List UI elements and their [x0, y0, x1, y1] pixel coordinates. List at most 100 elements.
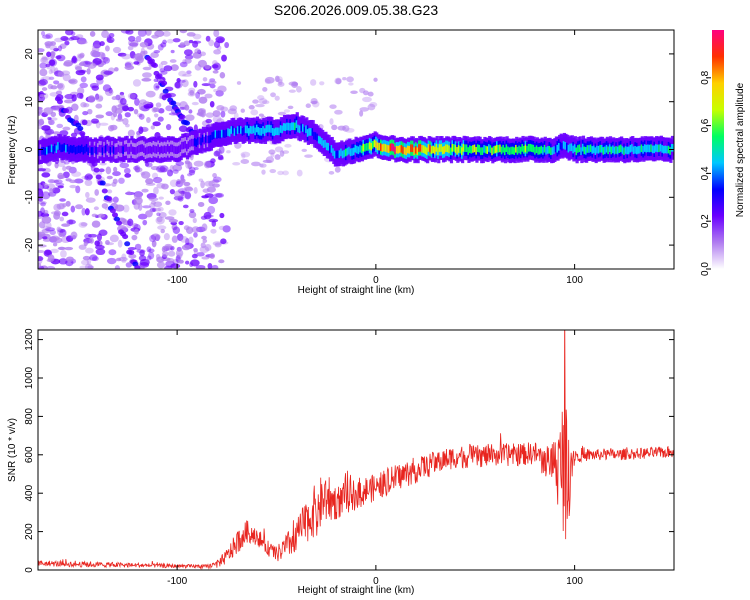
spectrogram-noise-blob	[157, 116, 164, 122]
spectrogram-noise-blob	[99, 122, 109, 126]
spectrogram-noise-blob	[212, 110, 221, 117]
snr-y-tick-label: 1000	[24, 366, 35, 389]
spectrogram-noise-blob	[60, 250, 67, 258]
spectrogram-noise-blob	[112, 46, 122, 54]
spectrogram-noise-blob	[66, 219, 76, 225]
spectrogram-noise-blob	[217, 85, 227, 93]
spectrogram-noise-blob	[259, 163, 267, 168]
spectrogram-track-blob	[116, 220, 123, 226]
spectrogram-noise-blob	[329, 118, 334, 125]
spectrogram-noise-blob	[367, 103, 376, 111]
spectrogram-noise-blob	[155, 253, 161, 260]
spectrogram-track-blob	[93, 167, 100, 173]
spectrogram-noise-blob	[277, 81, 285, 87]
spectrogram-noise-blob	[48, 69, 53, 75]
spectrogram-noise-blob	[50, 235, 60, 241]
spectrogram-noise-blob	[50, 50, 56, 57]
spectrogram-noise-blob	[55, 182, 65, 187]
spectrogram-noise-blob	[255, 103, 265, 108]
spectrogram-noise-blob	[203, 211, 212, 220]
spectrogram-noise-blob	[50, 65, 56, 74]
spectrogram-noise-blob	[213, 193, 223, 198]
spectrogram-noise-blob	[108, 32, 115, 38]
spectrogram-noise-blob	[64, 246, 74, 251]
spectrogram-noise-blob	[213, 150, 221, 157]
spectrogram-noise-blob	[162, 250, 169, 258]
spectrogram-noise-blob	[208, 80, 217, 85]
spectrogram-noise-blob	[159, 165, 169, 173]
spectrogram-noise-blob	[189, 208, 195, 213]
spectrogram-noise-blob	[52, 187, 61, 194]
spectrogram-track-blob	[111, 212, 118, 218]
spectrogram-noise-blob	[193, 232, 198, 238]
spectrogram-noise-blob	[207, 262, 213, 269]
spectrogram-noise-blob	[205, 112, 215, 118]
spectrogram-noise-blob	[77, 40, 83, 45]
spectrogram-noise-blob	[296, 169, 303, 177]
spectrogram-noise-blob	[95, 244, 105, 250]
spectrogram-noise-blob	[41, 55, 48, 63]
spectrogram-noise-blob	[157, 206, 164, 212]
spectrogram-noise-blob	[183, 49, 193, 56]
spectrogram-noise-blob	[38, 168, 47, 172]
spectrogram-noise-blob	[187, 173, 193, 177]
spectrogram-noise-blob	[80, 76, 87, 83]
spectrogram-noise-blob	[83, 241, 88, 247]
spectrogram-noise-blob	[43, 107, 54, 115]
spectrogram-noise-blob	[233, 112, 239, 119]
spectrogram-noise-blob	[334, 77, 342, 85]
spectrogram-noise-blob	[190, 259, 200, 267]
spectrogram-noise-blob	[97, 51, 105, 58]
spectrogram-noise-blob	[133, 196, 143, 205]
spectrogram-noise-blob	[186, 70, 192, 75]
spectrogram-noise-blob	[49, 188, 54, 196]
spectrogram-noise-blob	[259, 163, 264, 168]
spectrogram-noise-blob	[103, 70, 114, 75]
spectrogram-noise-blob	[178, 70, 187, 77]
spectrogram-noise-blob	[359, 110, 364, 117]
spectrogram-noise-blob	[167, 250, 176, 257]
spectrogram-noise-blob	[41, 87, 48, 91]
spectrogram-noise-blob	[139, 50, 146, 57]
spectrogram-noise-blob	[106, 257, 117, 265]
spectrogram-noise-blob	[344, 127, 355, 133]
spectrogram-y-tick-label: 10	[24, 96, 35, 108]
spectrogram-noise-blob	[45, 63, 51, 68]
spectrogram-noise-blob	[222, 225, 231, 233]
spectrogram-noise-blob	[208, 196, 219, 205]
spectrogram-noise-blob	[46, 265, 56, 269]
snr-y-tick-label: 200	[24, 523, 35, 540]
spectrogram-noise-blob	[84, 208, 90, 216]
spectrogram-noise-blob	[174, 81, 181, 89]
spectrogram-noise-blob	[131, 234, 138, 241]
spectrogram-noise-blob	[105, 242, 115, 246]
colorbar-tick-label: 0.8	[700, 70, 711, 84]
spectrogram-noise-blob	[193, 160, 204, 167]
spectrogram-noise-blob	[40, 57, 49, 64]
spectrogram-noise-blob	[39, 62, 47, 69]
spectrogram-noise-blob	[108, 249, 117, 256]
spectrogram-noise-blob	[204, 243, 212, 252]
snr-x-axis-label: Height of straight line (km)	[298, 585, 415, 596]
spectrogram-noise-blob	[348, 82, 354, 86]
spectrogram-noise-blob	[101, 203, 109, 209]
spectrogram-noise-blob	[175, 161, 185, 166]
spectrogram-noise-blob	[145, 30, 152, 36]
spectrogram-track-blob	[134, 265, 141, 269]
spectrogram-noise-blob	[55, 55, 62, 60]
spectrogram-noise-blob	[269, 168, 277, 174]
spectrogram-noise-blob	[46, 183, 56, 192]
spectrogram-noise-blob	[38, 262, 42, 268]
spectrogram-noise-blob	[117, 52, 127, 57]
spectrogram-noise-blob	[282, 150, 290, 154]
spectrogram-noise-blob	[95, 103, 103, 109]
colorbar: 0.0 0.2 0.4 0.6 0.8 Normalized spectral ampl…	[700, 30, 746, 276]
spectrogram-noise-blob	[185, 114, 195, 122]
spectrogram-noise-blob	[282, 170, 289, 176]
spectrogram-noise-blob	[213, 30, 220, 38]
snr-x-tick-label: -100	[167, 576, 187, 587]
spectrogram-noise-blob	[63, 161, 70, 165]
spectrogram-noise-blob	[170, 49, 175, 54]
spectrogram-noise-blob	[80, 259, 90, 266]
